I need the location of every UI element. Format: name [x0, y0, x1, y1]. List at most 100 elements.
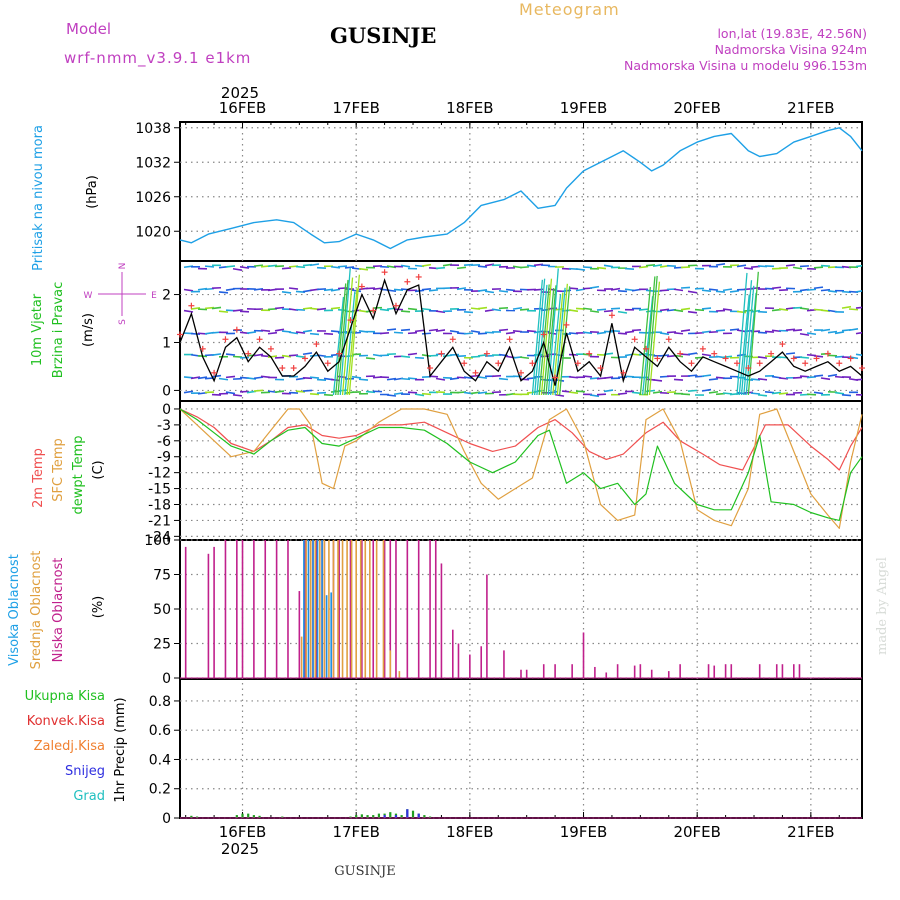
- cloud-bar: [287, 540, 289, 678]
- wind-arrow: [659, 332, 670, 336]
- wind-arrow: [295, 265, 306, 269]
- wind-arrow: [543, 288, 555, 396]
- cloud-bar: [338, 540, 340, 678]
- wind-arrow: [841, 305, 852, 309]
- wind-arrow: [302, 352, 313, 356]
- bottom-day-label: 17FEB: [332, 823, 379, 841]
- elevation-text: Nadmorska Visina 924m: [715, 42, 867, 57]
- wind-arrow: [358, 267, 369, 271]
- wind-arrow: [225, 391, 236, 395]
- precip-tick-label: 0.8: [149, 694, 171, 710]
- wind-arrow: [295, 355, 306, 358]
- wind-arrow: [778, 308, 789, 311]
- wind-arrow: [239, 265, 250, 269]
- wind-arrow: [274, 356, 285, 359]
- cloud-bar: [758, 664, 761, 678]
- wind-arrow: [722, 288, 733, 292]
- wind-arrow: [855, 264, 862, 268]
- wind-arrow: [652, 379, 663, 382]
- cloud-bar: [440, 563, 443, 678]
- wind-arrow: [456, 287, 467, 291]
- wind-arrow: [477, 376, 488, 379]
- wind-arrow: [225, 375, 236, 379]
- cloud-bar: [775, 664, 778, 678]
- wind-arrow: [484, 331, 495, 334]
- wind-arrow: [365, 390, 376, 394]
- model-label: Model: [66, 20, 111, 38]
- wind-arrow: [346, 288, 358, 396]
- pressure-tick-label: 1020: [135, 224, 171, 240]
- cloud-bar: [325, 595, 328, 678]
- wind-arrow: [260, 329, 271, 333]
- wind-arrow: [526, 376, 537, 380]
- wind-arrow: [400, 355, 411, 358]
- wind-arrow: [738, 294, 750, 396]
- precip-legend-hail: Grad: [73, 789, 105, 804]
- wind-arrow: [582, 307, 593, 311]
- wind-marker: [563, 321, 570, 328]
- wind-marker: [177, 331, 183, 338]
- precip-bar: [252, 815, 255, 818]
- wind-arrow: [309, 332, 320, 336]
- wind-arrow: [348, 274, 361, 396]
- wind-arrow: [393, 392, 404, 396]
- wind-arrows: [183, 263, 862, 398]
- wind-arrow: [295, 331, 306, 334]
- wind-marker: [631, 336, 638, 343]
- cloud-bar: [264, 540, 267, 678]
- wind-arrow: [232, 267, 243, 271]
- cloud-bar: [679, 664, 681, 678]
- wind-arrow: [484, 290, 495, 294]
- wind-marker: [211, 369, 218, 376]
- cloud-bar: [314, 540, 317, 678]
- wind-marker: [654, 355, 661, 362]
- wind-marker: [267, 345, 274, 352]
- wind-arrow: [556, 283, 569, 396]
- wind-marker: [711, 350, 718, 357]
- wind-arrow: [747, 271, 759, 396]
- wind-arrow: [545, 285, 557, 396]
- wind-arrow: [624, 267, 635, 270]
- cloud-bar: [713, 665, 716, 678]
- top-day-label: 20FEB: [673, 99, 720, 117]
- wind-arrow: [799, 265, 810, 268]
- cloud-bar: [605, 672, 608, 678]
- precip-plot: [180, 809, 862, 819]
- cloud-bar: [469, 654, 471, 678]
- cloud-unit: (%): [91, 596, 106, 619]
- wind-arrow: [519, 308, 530, 311]
- wind-marker: [518, 369, 524, 376]
- precip-legend-snow: Snijeg: [65, 764, 105, 779]
- wind-arrow: [400, 377, 411, 381]
- wind-arrow: [764, 390, 775, 394]
- wind-arrow: [708, 390, 719, 394]
- top-day-labels: 16FEB 17FEB 18FEB 19FEB 20FEB 21FEB: [219, 99, 835, 117]
- wind-speed-line: [179, 278, 863, 386]
- wind-arrow: [855, 378, 862, 381]
- wind-arrow: [596, 331, 607, 335]
- top-day-label: 17FEB: [332, 99, 379, 117]
- panel-frames: [179, 121, 863, 819]
- cloud-bar: [305, 540, 307, 678]
- wind-arrow: [687, 310, 698, 314]
- wind-arrow: [477, 391, 488, 395]
- cloud-bar: [389, 650, 392, 678]
- wind-arrow: [449, 330, 460, 333]
- wind-arrow: [827, 330, 838, 334]
- wind-arrow: [281, 291, 292, 294]
- wind-arrow: [806, 288, 817, 291]
- temp-tick-label: -6: [157, 434, 171, 450]
- precip-bar: [241, 813, 244, 818]
- wind-arrow: [470, 391, 481, 395]
- wind-arrow: [351, 375, 362, 379]
- wind-arrow: [491, 308, 502, 312]
- wind-arrow: [477, 332, 488, 335]
- pressure-tick-label: 1032: [135, 155, 171, 171]
- wind-arrow: [379, 331, 390, 335]
- temp-tick-label: -24: [148, 529, 171, 545]
- wind-arrow: [715, 290, 726, 293]
- cloud-bar: [315, 540, 318, 678]
- temp-tick-label: -3: [157, 418, 171, 434]
- wind-arrow: [239, 310, 250, 313]
- temp-series-line: [179, 408, 863, 530]
